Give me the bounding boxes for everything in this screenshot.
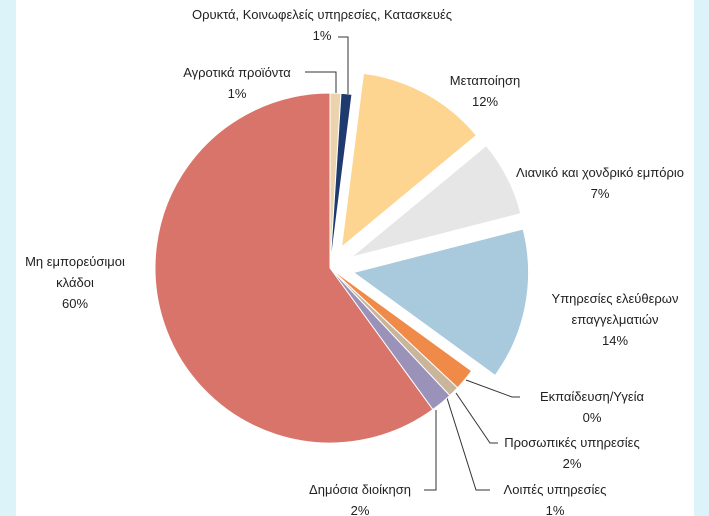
slice-name: Λοιπές υπηρεσίες bbox=[503, 482, 607, 497]
slice-label: Λιανικό και χονδρικό εμπόριο 7% bbox=[485, 162, 709, 204]
slice-name: Ορυκτά, Κοινωφελείς υπηρεσίες, Κατασκευέ… bbox=[191, 7, 453, 22]
slice-percent: 60% bbox=[61, 296, 89, 311]
slice-percent: 12% bbox=[471, 94, 499, 109]
slice-label: Μεταποίηση 12% bbox=[410, 70, 560, 112]
slice-percent: 14% bbox=[601, 333, 629, 348]
slice-label: Λοιπές υπηρεσίες 1% bbox=[480, 479, 630, 516]
leader-line bbox=[446, 397, 490, 491]
slice-percent: 7% bbox=[590, 186, 610, 201]
slice-name: Αγροτικά προϊόντα bbox=[183, 65, 291, 80]
slice-percent: 2% bbox=[350, 503, 370, 516]
slice-name: Λιανικό και χονδρικό εμπόριο bbox=[516, 165, 684, 180]
leader-line bbox=[455, 392, 498, 444]
slice-label: Προσωπικές υπηρεσίες 2% bbox=[487, 432, 657, 474]
pie-slice bbox=[352, 228, 530, 377]
slice-percent: 0% bbox=[582, 410, 602, 425]
pie-slice bbox=[154, 92, 434, 444]
slice-name: Υπηρεσίες ελεύθερων επαγγελματιών bbox=[551, 291, 679, 327]
slice-percent: 2% bbox=[562, 456, 582, 471]
slice-name: Μεταποίηση bbox=[449, 73, 521, 88]
slice-label: Μη εμπορεύσιμοι κλάδοι 60% bbox=[10, 251, 140, 314]
slice-label: Δημόσια διοίκηση 2% bbox=[280, 479, 440, 516]
slice-percent: 1% bbox=[227, 86, 247, 101]
pie-slice bbox=[340, 72, 478, 249]
slice-label: Υπηρεσίες ελεύθερων επαγγελματιών 14% bbox=[530, 288, 700, 351]
slice-name: Μη εμπορεύσιμοι κλάδοι bbox=[25, 254, 125, 290]
slice-name: Προσωπικές υπηρεσίες bbox=[504, 435, 640, 450]
slice-percent: 1% bbox=[312, 28, 332, 43]
slice-percent: 1% bbox=[545, 503, 565, 516]
pie-slice bbox=[351, 144, 522, 258]
slice-label: Αγροτικά προϊόντα 1% bbox=[137, 62, 337, 104]
pie-slice bbox=[329, 92, 353, 269]
slice-label: Εκπαίδευση/Υγεία 0% bbox=[517, 386, 667, 428]
slice-name: Δημόσια διοίκηση bbox=[309, 482, 411, 497]
leader-line bbox=[338, 36, 349, 94]
slice-name: Εκπαίδευση/Υγεία bbox=[539, 389, 645, 404]
leader-line bbox=[465, 379, 520, 398]
leader-line bbox=[424, 410, 437, 491]
leader-line bbox=[305, 71, 337, 93]
slice-label: Ορυκτά, Κοινωφελείς υπηρεσίες, Κατασκευέ… bbox=[152, 4, 492, 46]
